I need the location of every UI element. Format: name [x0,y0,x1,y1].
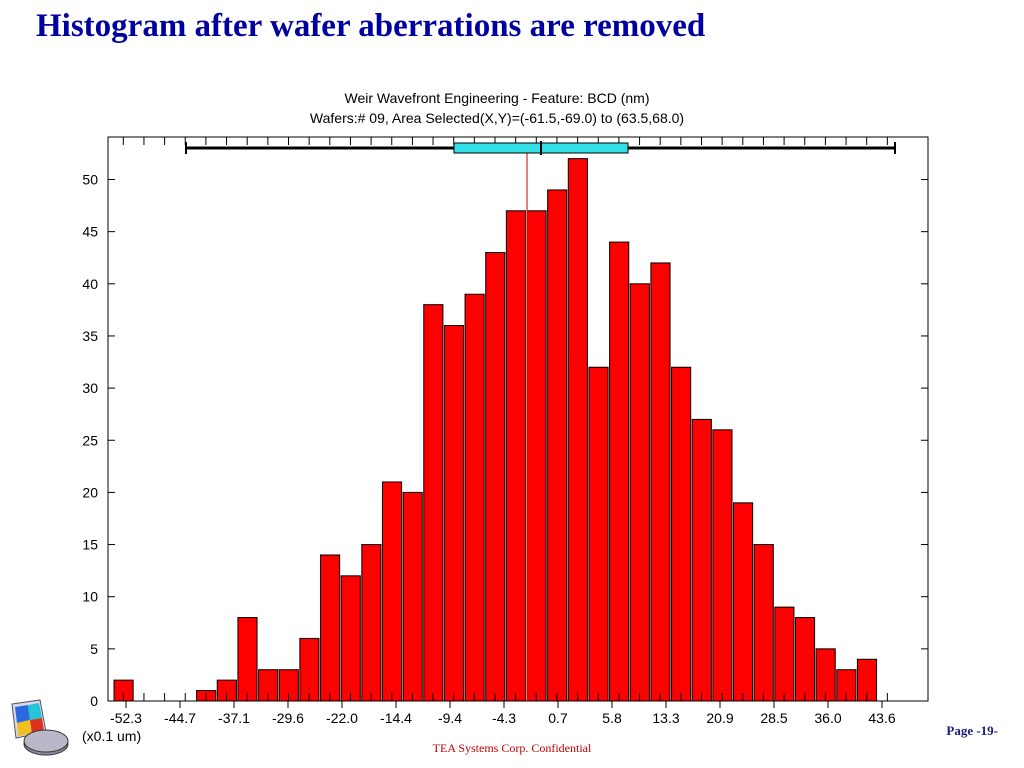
y-tick-label: 15 [82,537,98,553]
histogram-bar [443,325,465,702]
histogram-bar [464,293,485,702]
histogram-bar [485,252,506,702]
x-tick-label: 43.6 [868,710,895,726]
x-axis-label: (x0.1 um) [82,728,141,744]
histogram-bar [299,637,320,702]
histogram-bar [609,241,630,702]
y-tick-label: 35 [82,328,98,344]
histogram-bar [629,283,650,702]
chart-subtitle: Wafers:# 09, Area Selected(X,Y)=(-61.5,-… [310,110,684,126]
x-tick-label: 28.5 [760,710,787,726]
confidential-footer: TEA Systems Corp. Confidential [432,741,592,755]
y-tick-label: 45 [82,224,98,240]
page-number: Page -19- [946,723,998,738]
histogram-bar [381,481,403,702]
x-tick-label: 0.7 [548,710,568,726]
x-tick-label: -9.4 [438,710,462,726]
x-tick-label: -14.4 [380,710,412,726]
histogram-bar [526,210,547,702]
x-tick-label: -44.7 [164,710,196,726]
x-tick-label: 20.9 [706,710,733,726]
chart-title: Weir Wavefront Engineering - Feature: BC… [345,90,650,106]
y-tick-label: 30 [82,380,98,396]
histogram-bar [567,158,588,702]
axes-group: 0 5 10 15 20 25 30 35 40 45 50 -52.3 -44.7 -37.1 -29.6… [82,137,928,726]
x-tick-label: -29.6 [272,710,304,726]
range-bar-group [185,141,896,701]
y-tick-label: 5 [90,641,98,657]
x-tick-label: 36.0 [814,710,841,726]
histogram-bar [237,617,258,702]
slide-title: Histogram after wafer aberrations are re… [36,8,706,44]
y-tick-label: 50 [82,172,98,188]
histogram-bar [547,189,568,702]
x-tick-label: -52.3 [110,710,142,726]
histogram-bar [794,617,816,702]
histogram-bar [402,491,423,702]
histogram-bar [774,606,795,702]
histogram-bar [712,429,733,702]
x-tick-label: 5.8 [602,710,622,726]
company-logo-icon [6,698,72,765]
x-tick-label: -4.3 [492,710,516,726]
y-tick-label: 10 [82,589,98,605]
x-tick-label: -22.0 [326,710,358,726]
histogram-bar [361,544,382,702]
histogram-bar [671,366,692,702]
x-tick-label: 13.3 [652,710,679,726]
bars-group [113,158,878,702]
histogram-bar [753,544,774,702]
histogram-bar [691,418,712,702]
histogram-bar [505,210,527,702]
histogram-bar [340,575,361,702]
x-tick-label: -37.1 [218,710,250,726]
y-tick-label: 0 [90,693,98,709]
histogram-bar [588,366,609,702]
y-tick-label: 25 [82,432,98,448]
histogram-bar [423,304,444,702]
histogram-bar [650,262,671,702]
y-tick-label: 20 [82,484,98,500]
histogram-bar [320,554,341,702]
histogram-bar [733,502,754,702]
y-tick-label: 40 [82,276,98,292]
